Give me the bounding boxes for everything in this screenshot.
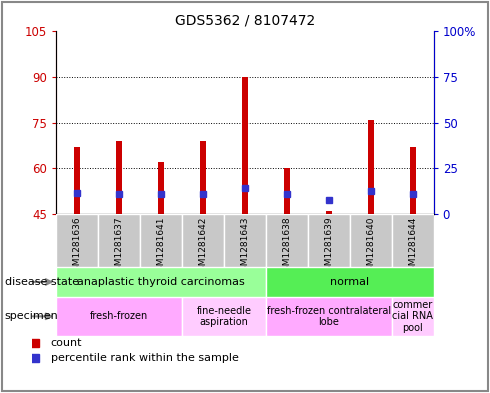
Bar	[350, 214, 392, 267]
Text: GSM1281644: GSM1281644	[408, 217, 417, 277]
Bar	[326, 211, 332, 214]
Text: percentile rank within the sample: percentile rank within the sample	[51, 353, 239, 363]
Text: count: count	[51, 338, 82, 348]
Bar	[266, 297, 392, 336]
Bar	[116, 141, 122, 214]
Text: fresh-frozen contralateral
lobe: fresh-frozen contralateral lobe	[267, 306, 391, 327]
Text: fine-needle
aspiration: fine-needle aspiration	[196, 306, 251, 327]
Title: GDS5362 / 8107472: GDS5362 / 8107472	[175, 13, 315, 28]
Bar	[56, 214, 98, 267]
Text: fresh-frozen: fresh-frozen	[90, 311, 148, 321]
Bar	[368, 120, 374, 214]
Bar	[266, 267, 434, 297]
Text: GSM1281642: GSM1281642	[198, 217, 208, 277]
Bar	[410, 147, 416, 214]
Bar	[182, 297, 266, 336]
Bar	[98, 214, 140, 267]
Text: GSM1281637: GSM1281637	[115, 217, 124, 277]
Bar	[182, 214, 224, 267]
Text: GSM1281636: GSM1281636	[73, 217, 82, 277]
Text: anaplastic thyroid carcinomas: anaplastic thyroid carcinomas	[77, 277, 245, 287]
Text: GSM1281643: GSM1281643	[241, 217, 249, 277]
Bar	[224, 214, 266, 267]
Text: GSM1281640: GSM1281640	[366, 217, 375, 277]
Text: specimen: specimen	[5, 311, 59, 321]
Bar	[392, 297, 434, 336]
Bar	[158, 162, 164, 214]
Bar	[266, 214, 308, 267]
Bar	[74, 147, 80, 214]
Text: normal: normal	[330, 277, 369, 287]
Bar	[242, 77, 248, 214]
Text: commer
cial RNA
pool: commer cial RNA pool	[392, 300, 433, 333]
Text: disease state: disease state	[5, 277, 79, 287]
Bar	[284, 169, 290, 214]
Text: GSM1281638: GSM1281638	[282, 217, 292, 277]
Bar	[56, 297, 182, 336]
Text: GSM1281639: GSM1281639	[324, 217, 333, 277]
Text: GSM1281641: GSM1281641	[157, 217, 166, 277]
Bar	[56, 267, 266, 297]
Bar	[392, 214, 434, 267]
Bar	[140, 214, 182, 267]
Bar	[200, 141, 206, 214]
Bar	[308, 214, 350, 267]
